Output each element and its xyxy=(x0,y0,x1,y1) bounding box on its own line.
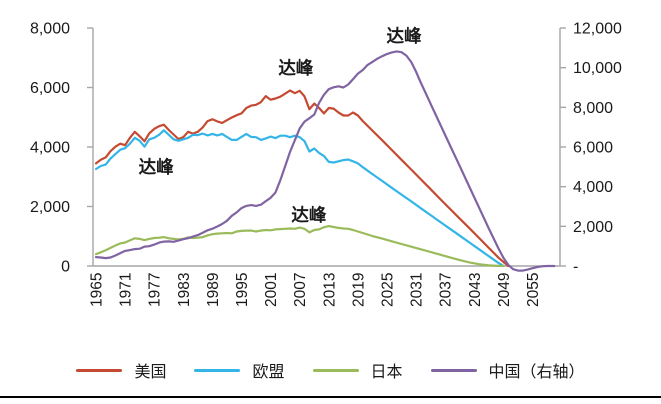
right-axis-tick-label: 10,000 xyxy=(573,60,622,77)
peak-annotation-eu-peak: 达峰 xyxy=(139,157,174,177)
x-axis-tick-label: 2055 xyxy=(525,273,542,307)
right-axis-tick-label: 4,000 xyxy=(573,179,613,196)
series-line-eu xyxy=(94,129,505,268)
x-axis-tick-label: 2001 xyxy=(263,273,280,307)
peak-annotation-china-peak: 达峰 xyxy=(386,26,421,46)
legend-line-swatch-us xyxy=(76,368,123,372)
series-line-japan xyxy=(94,225,505,268)
legend-label-japan: 日本 xyxy=(370,364,403,381)
left-axis-tick-label: 4,000 xyxy=(30,140,70,157)
x-axis-tick-label: 2043 xyxy=(467,273,484,307)
x-axis-tick-label: 2013 xyxy=(321,273,338,307)
legend-label-eu: 欧盟 xyxy=(252,364,285,381)
left-axis-tick-label: 6,000 xyxy=(30,80,70,97)
legend-item-eu: 欧盟 xyxy=(194,358,285,382)
legend-line-swatch-japan xyxy=(312,368,359,372)
legend-item-china: 中国（右轴） xyxy=(430,358,585,382)
left-axis-tick-label: 8,000 xyxy=(30,21,70,38)
right-axis-tick-label: 6,000 xyxy=(573,140,613,157)
x-axis-tick-label: 1977 xyxy=(147,273,164,307)
x-axis-tick-label: 1989 xyxy=(205,273,222,307)
left-axis-tick-label: 2,000 xyxy=(30,199,70,216)
right-axis-tick-label: 8,000 xyxy=(573,100,613,117)
x-axis-tick-label: 2031 xyxy=(409,273,426,307)
bottom-divider-line xyxy=(0,396,661,398)
right-axis-tick-label: 2,000 xyxy=(573,219,613,236)
legend-item-us: 美国 xyxy=(76,358,166,382)
x-axis-tick-label: 2019 xyxy=(350,273,367,307)
series-line-us xyxy=(94,89,510,268)
x-axis-tick-label: 1995 xyxy=(234,273,251,307)
x-axis-tick-label: 2049 xyxy=(496,273,513,307)
peak-annotation-us-peak: 达峰 xyxy=(278,58,313,78)
peak-annotation-japan-peak: 达峰 xyxy=(291,205,326,225)
x-axis-tick-label: 1965 xyxy=(89,273,106,307)
x-axis-tick-label: 1971 xyxy=(118,273,135,307)
right-axis-tick-label: 12,000 xyxy=(573,21,622,38)
series-line-china xyxy=(94,50,556,272)
x-axis-tick-label: 2025 xyxy=(380,273,397,307)
chart-legend: 美国 欧盟 日本 中国（右轴） xyxy=(0,358,661,382)
legend-label-us: 美国 xyxy=(134,364,167,381)
chart-canvas: 8,000 6,000 4,000 2,000 0 12,000 10,000 8,000 6,… xyxy=(30,21,622,308)
x-axis-tick-label: 2007 xyxy=(292,273,309,307)
legend-line-swatch-china xyxy=(430,368,477,372)
legend-item-japan: 日本 xyxy=(312,358,403,382)
x-axis-tick-label: 1983 xyxy=(176,273,193,307)
right-axis-tick-label: - xyxy=(573,259,578,276)
x-axis-tick-label: 2037 xyxy=(438,273,455,307)
left-axis-tick-label: 0 xyxy=(61,259,70,276)
legend-label-china: 中国（右轴） xyxy=(488,364,585,381)
legend-line-swatch-eu xyxy=(194,368,241,372)
